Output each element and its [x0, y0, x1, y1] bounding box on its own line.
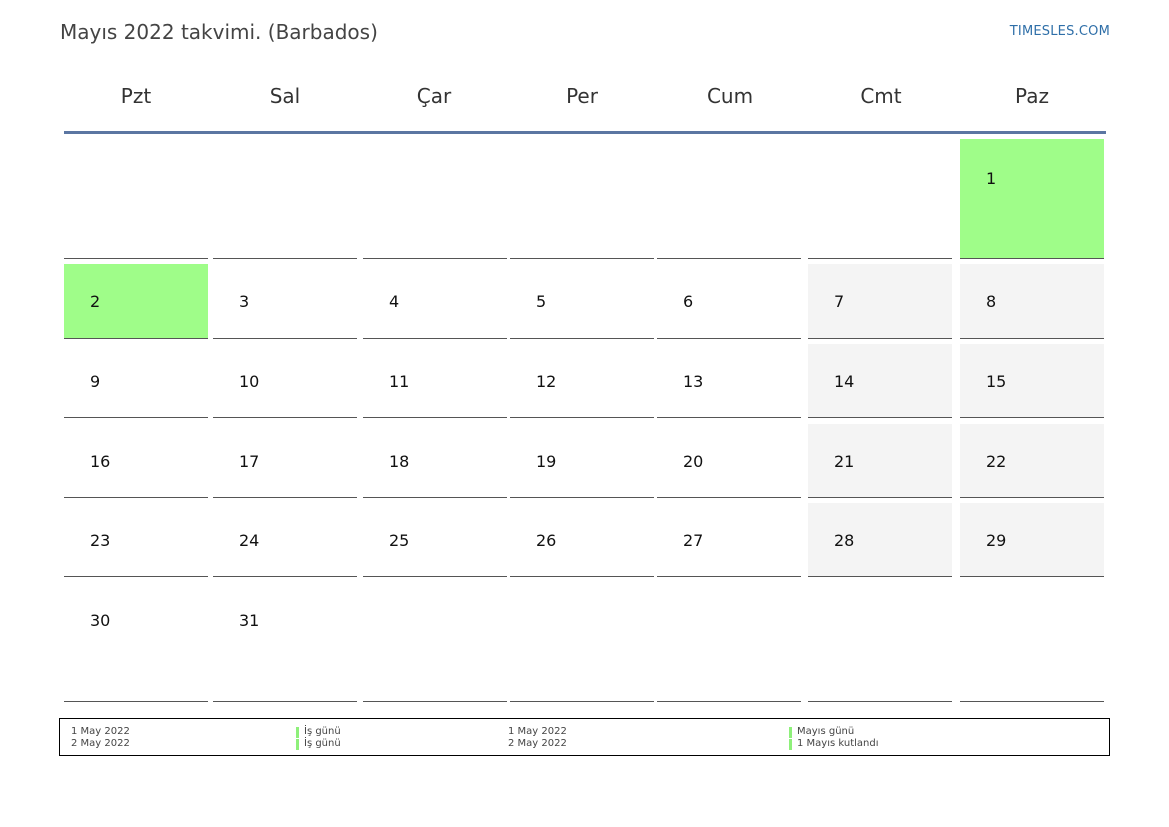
- weekday-header: Sal: [269, 84, 301, 108]
- day-number: 9: [90, 372, 101, 391]
- day-cell[interactable]: 30: [64, 583, 208, 702]
- day-cell[interactable]: 5: [510, 264, 654, 339]
- legend-label: Mayıs günü: [797, 726, 855, 737]
- day-cell[interactable]: 26: [510, 503, 654, 577]
- day-cell[interactable]: 27: [657, 503, 801, 577]
- empty-day-cell[interactable]: [808, 139, 952, 259]
- legend-date: 2 May 2022: [508, 738, 567, 749]
- legend-date: 1 May 2022: [508, 726, 567, 737]
- brand-link[interactable]: TIMESLES.COM: [1009, 24, 1110, 39]
- day-cell[interactable]: 17: [213, 424, 357, 498]
- legend-color-marker: [789, 739, 792, 750]
- day-number: 7: [834, 292, 845, 311]
- legend-date: 1 May 2022: [71, 726, 130, 737]
- legend-label: İş günü: [304, 726, 341, 737]
- day-cell[interactable]: 4: [363, 264, 507, 339]
- day-cell[interactable]: 23: [64, 503, 208, 577]
- day-cell[interactable]: 10: [213, 344, 357, 418]
- empty-day-cell[interactable]: [213, 139, 357, 259]
- day-cell[interactable]: 20: [657, 424, 801, 498]
- weekday-header-row: Pzt Sal Çar Per Cum Cmt Paz: [64, 84, 1106, 114]
- day-number: 6: [683, 292, 694, 311]
- empty-day-cell[interactable]: [64, 139, 208, 259]
- day-number: 19: [536, 452, 557, 471]
- day-number: 24: [239, 531, 260, 550]
- legend-color-marker: [296, 727, 299, 738]
- legend-color-marker: [789, 727, 792, 738]
- day-number: 14: [834, 372, 855, 391]
- header-divider: [64, 131, 1106, 134]
- weekday-header: Pzt: [120, 84, 152, 108]
- day-cell[interactable]: 28: [808, 503, 952, 577]
- day-number: 5: [536, 292, 547, 311]
- day-number: 3: [239, 292, 250, 311]
- day-number: 31: [239, 611, 260, 630]
- day-cell[interactable]: 9: [64, 344, 208, 418]
- day-number: 8: [986, 292, 997, 311]
- day-cell[interactable]: 8: [960, 264, 1104, 339]
- empty-day-cell[interactable]: [657, 583, 801, 702]
- empty-day-cell[interactable]: [510, 139, 654, 259]
- weekday-header: Per: [566, 84, 598, 108]
- day-cell[interactable]: 2: [64, 264, 208, 339]
- day-number: 2: [90, 292, 101, 311]
- day-cell[interactable]: 29: [960, 503, 1104, 577]
- day-number: 17: [239, 452, 260, 471]
- day-cell[interactable]: 24: [213, 503, 357, 577]
- day-number: 29: [986, 531, 1007, 550]
- day-cell[interactable]: 19: [510, 424, 654, 498]
- day-number: 11: [389, 372, 410, 391]
- legend-color-marker: [296, 739, 299, 750]
- day-number: 15: [986, 372, 1007, 391]
- day-number: 10: [239, 372, 260, 391]
- day-cell[interactable]: 15: [960, 344, 1104, 418]
- day-cell[interactable]: 22: [960, 424, 1104, 498]
- page-title: Mayıs 2022 takvimi. (Barbados): [60, 20, 378, 44]
- day-cell[interactable]: 25: [363, 503, 507, 577]
- day-number: 28: [834, 531, 855, 550]
- legend-box: 1 May 2022 İş günü 2 May 2022 İş günü 1 May …: [59, 718, 1110, 756]
- day-number: 30: [90, 611, 111, 630]
- empty-day-cell[interactable]: [960, 583, 1104, 702]
- empty-day-cell[interactable]: [363, 583, 507, 702]
- day-cell[interactable]: 31: [213, 583, 357, 702]
- empty-day-cell[interactable]: [657, 139, 801, 259]
- day-cell[interactable]: 3: [213, 264, 357, 339]
- weekday-header: Paz: [1015, 84, 1049, 108]
- day-number: 21: [834, 452, 855, 471]
- empty-day-cell[interactable]: [510, 583, 654, 702]
- day-cell[interactable]: 16: [64, 424, 208, 498]
- legend-label: İş günü: [304, 738, 341, 749]
- day-number: 27: [683, 531, 704, 550]
- day-cell[interactable]: 21: [808, 424, 952, 498]
- day-cell[interactable]: 1: [960, 139, 1104, 259]
- day-cell[interactable]: 13: [657, 344, 801, 418]
- day-number: 26: [536, 531, 557, 550]
- empty-day-cell[interactable]: [808, 583, 952, 702]
- day-cell[interactable]: 7: [808, 264, 952, 339]
- day-cell[interactable]: 18: [363, 424, 507, 498]
- day-number: 12: [536, 372, 557, 391]
- empty-day-cell[interactable]: [363, 139, 507, 259]
- day-number: 16: [90, 452, 111, 471]
- day-number: 25: [389, 531, 410, 550]
- day-cell[interactable]: 14: [808, 344, 952, 418]
- weekday-header: Cum: [706, 84, 754, 108]
- day-cell[interactable]: 12: [510, 344, 654, 418]
- day-number: 22: [986, 452, 1007, 471]
- day-number: 1: [986, 169, 997, 188]
- weekday-header: Çar: [416, 84, 452, 108]
- day-number: 13: [683, 372, 704, 391]
- weekday-header: Cmt: [860, 84, 902, 108]
- day-cell[interactable]: 6: [657, 264, 801, 339]
- day-cell[interactable]: 11: [363, 344, 507, 418]
- day-number: 23: [90, 531, 111, 550]
- day-number: 20: [683, 452, 704, 471]
- day-number: 18: [389, 452, 410, 471]
- legend-label: 1 Mayıs kutlandı: [797, 738, 879, 749]
- legend-date: 2 May 2022: [71, 738, 130, 749]
- day-number: 4: [389, 292, 400, 311]
